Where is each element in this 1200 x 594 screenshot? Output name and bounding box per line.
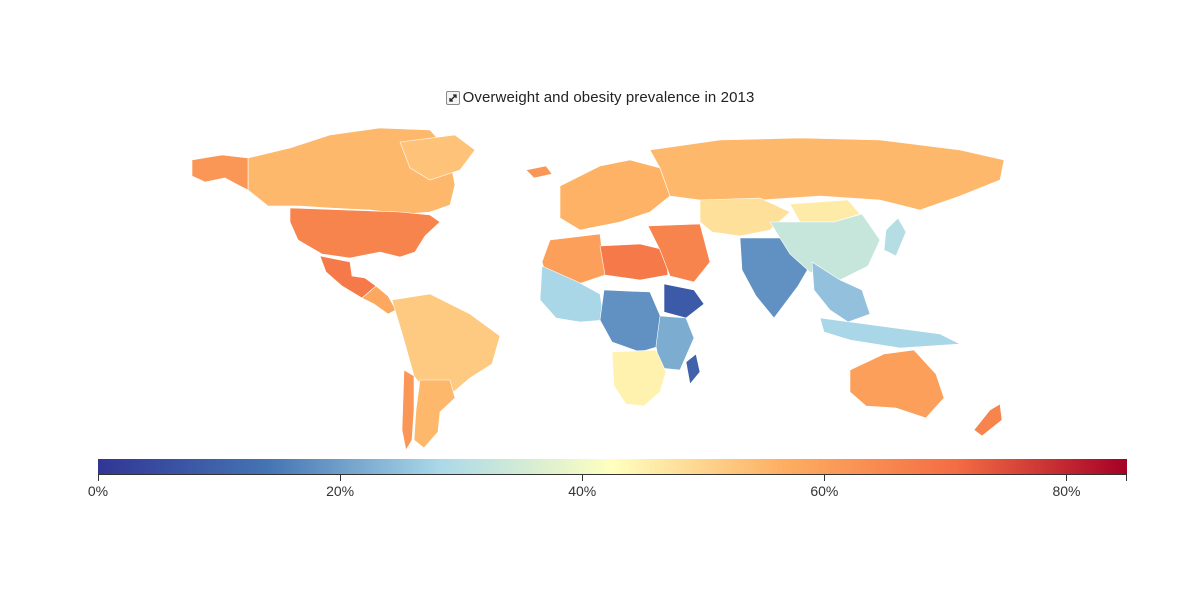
region-iceland[interactable]: [525, 165, 553, 179]
region-usa[interactable]: [289, 207, 441, 259]
colorscale-tick: [98, 475, 99, 481]
region-japan[interactable]: [883, 217, 907, 257]
region-south-america[interactable]: [391, 293, 501, 397]
colorscale-tick-label: 80%: [1052, 483, 1081, 499]
region-ethiopia[interactable]: [663, 283, 705, 319]
region-middle-east[interactable]: [647, 223, 711, 283]
region-central-africa[interactable]: [599, 289, 663, 353]
region-russia[interactable]: [649, 137, 1005, 211]
colorscale-tick: [1066, 475, 1068, 481]
region-west-africa[interactable]: [539, 265, 605, 323]
region-east-africa[interactable]: [655, 315, 695, 371]
colorscale-tick-label: 60%: [810, 483, 839, 499]
region-southern-africa[interactable]: [611, 349, 667, 407]
colorscale-tick: [582, 475, 584, 481]
region-madagascar[interactable]: [685, 353, 701, 385]
colorscale-tick: [340, 475, 342, 481]
region-indonesia[interactable]: [819, 317, 962, 349]
colorscale-tick-label: 20%: [326, 483, 355, 499]
region-egypt-libya[interactable]: [599, 243, 669, 281]
region-argentina[interactable]: [413, 379, 456, 449]
region-chile[interactable]: [401, 369, 415, 451]
colorscale-end-tick: [1126, 475, 1127, 481]
region-new-zealand[interactable]: [973, 403, 1003, 437]
colorscale-tick-label: 40%: [568, 483, 597, 499]
chart-title: Overweight and obesity prevalence in 201…: [462, 89, 755, 106]
chart-title-row: Overweight and obesity prevalence in 201…: [0, 89, 1200, 106]
region-alaska[interactable]: [191, 154, 249, 191]
colorscale-tick-label: 0%: [87, 483, 109, 499]
region-greenland[interactable]: [399, 134, 476, 181]
region-central-asia[interactable]: [699, 197, 791, 237]
colorscale-bar: [98, 459, 1127, 475]
region-southeast-asia[interactable]: [811, 261, 871, 323]
region-europe[interactable]: [559, 159, 671, 231]
region-china[interactable]: [769, 213, 881, 281]
colorscale-tick: [824, 475, 826, 481]
region-australia[interactable]: [849, 349, 945, 419]
expand-icon[interactable]: [445, 90, 460, 105]
region-mexico[interactable]: [319, 255, 377, 299]
